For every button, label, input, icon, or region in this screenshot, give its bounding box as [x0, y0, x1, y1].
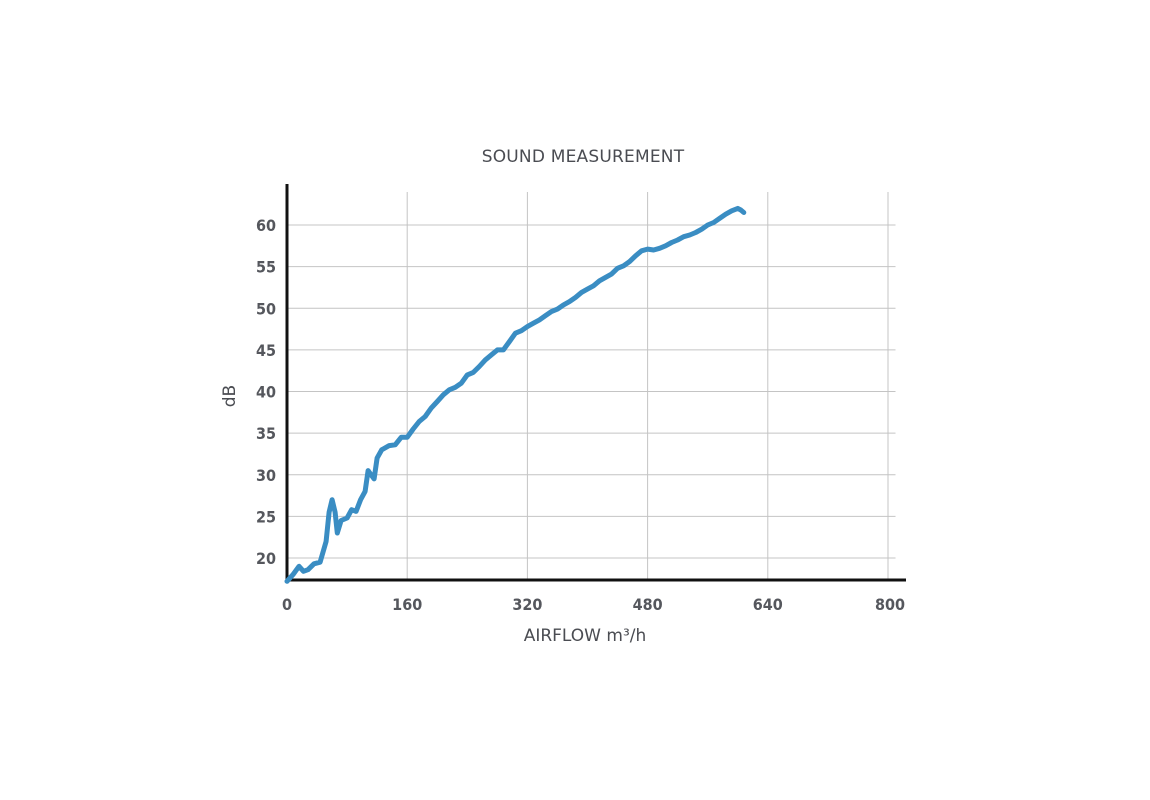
- y-tick-label: 45: [256, 341, 276, 360]
- x-tick-label: 800: [875, 595, 905, 614]
- grid: [287, 192, 896, 580]
- x-tick-label: 0: [282, 595, 292, 614]
- y-axis-label: dB: [220, 385, 240, 407]
- y-tick-label: 35: [256, 424, 276, 443]
- y-tick-label: 25: [256, 507, 276, 526]
- series-line: [284, 205, 747, 584]
- y-tick-label: 60: [256, 216, 276, 235]
- axes: [285, 184, 906, 582]
- x-tick-label: 160: [392, 595, 422, 614]
- series-group: [284, 205, 747, 584]
- y-tick-label: 30: [256, 466, 276, 485]
- tick-labels: 20 25 30 35 40 45 50 55 60 0 160 320 480 640 800: [256, 216, 905, 614]
- x-tick-label: 480: [633, 595, 663, 614]
- y-tick-label: 55: [256, 258, 276, 277]
- y-tick-label: 40: [256, 383, 276, 402]
- y-tick-label: 50: [256, 299, 276, 318]
- y-tick-label: 20: [256, 549, 276, 568]
- x-axis-label: AIRFLOW m³/h: [524, 626, 647, 646]
- x-tick-label: 320: [512, 595, 542, 614]
- x-tick-label: 640: [753, 595, 783, 614]
- chart-title: SOUND MEASUREMENT: [482, 147, 685, 167]
